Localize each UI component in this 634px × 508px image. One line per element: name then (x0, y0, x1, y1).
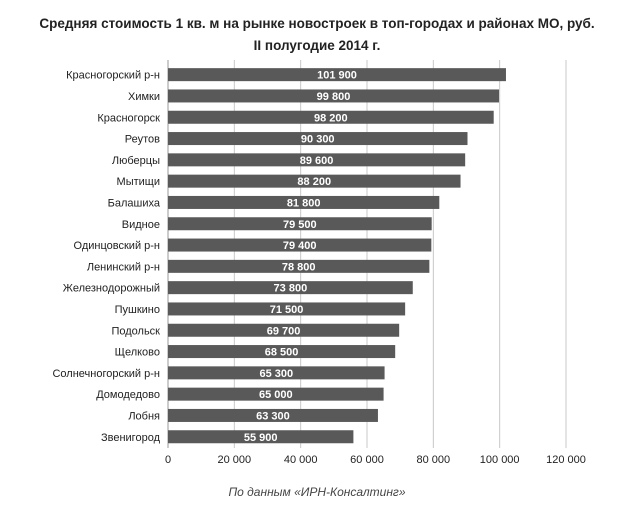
bar (168, 259, 430, 273)
value-label: 101 900 (317, 70, 357, 82)
x-tick-label: 40 000 (284, 454, 318, 466)
value-label: 81 800 (287, 197, 321, 209)
value-label: 65 000 (259, 389, 293, 401)
source-note: По данным «ИРН-Консалтинг» (228, 485, 406, 499)
value-label: 68 500 (265, 347, 299, 359)
category-label: Ленинский р-н (87, 261, 160, 273)
value-label: 55 900 (244, 432, 278, 444)
value-label: 63 300 (256, 410, 290, 422)
value-label: 71 500 (270, 304, 304, 316)
bar (168, 281, 413, 295)
value-label: 98 200 (314, 112, 348, 124)
bar (168, 153, 466, 167)
bar (168, 238, 432, 252)
category-label: Пушкино (115, 304, 160, 316)
x-tick-label: 80 000 (417, 454, 451, 466)
bar (168, 68, 506, 82)
chart-title-line: Средняя стоимость 1 кв. м на рынке новос… (39, 16, 595, 31)
bar (168, 89, 500, 103)
bar (168, 110, 494, 124)
x-tick-label: 100 000 (480, 454, 520, 466)
category-label: Подольск (111, 325, 160, 337)
bar (168, 132, 468, 146)
bar (168, 195, 440, 209)
value-label: 79 500 (283, 219, 317, 231)
value-label: 90 300 (301, 134, 335, 146)
category-label: Солнечногорский р-н (52, 368, 160, 380)
x-tick-label: 0 (165, 454, 171, 466)
value-label: 65 300 (259, 368, 293, 380)
bar (168, 366, 385, 380)
category-label: Домодедово (96, 389, 160, 401)
category-label: Железнодорожный (63, 283, 160, 295)
category-label: Реутов (125, 134, 160, 146)
category-label: Люберцы (112, 155, 160, 167)
bar (168, 174, 461, 188)
bar (168, 430, 354, 444)
category-label: Звенигород (101, 432, 161, 444)
category-label: Щелково (115, 347, 160, 359)
x-tick-label: 20 000 (218, 454, 252, 466)
x-tick-label: 60 000 (350, 454, 384, 466)
bar (168, 323, 400, 337)
value-label: 88 200 (297, 176, 331, 188)
category-label: Химки (128, 91, 160, 103)
category-label: Балашиха (108, 197, 161, 209)
value-label: 99 800 (317, 91, 351, 103)
value-label: 73 800 (274, 283, 308, 295)
category-label: Одинцовский р-н (74, 240, 160, 252)
chart-title: Средняя стоимость 1 кв. м на рынке новос… (0, 13, 634, 57)
category-label: Красногорск (97, 112, 160, 124)
category-label: Мытищи (117, 176, 160, 188)
category-label: Красногорский р-н (66, 70, 160, 82)
value-label: 78 800 (282, 261, 316, 273)
bar (168, 408, 378, 422)
chart-subtitle: II полугодие 2014 г. (253, 38, 381, 53)
value-label: 69 700 (267, 325, 301, 337)
category-label: Видное (122, 219, 160, 231)
category-label: Лобня (128, 410, 160, 422)
bar (168, 217, 432, 231)
bar (168, 387, 384, 401)
x-tick-label: 120 000 (546, 454, 586, 466)
bar (168, 345, 396, 359)
bar (168, 302, 406, 316)
value-label: 79 400 (283, 240, 317, 252)
value-label: 89 600 (300, 155, 334, 167)
bar-chart: Красногорский р-н 101 900 Химки 99 800 Красн… (52, 60, 586, 466)
